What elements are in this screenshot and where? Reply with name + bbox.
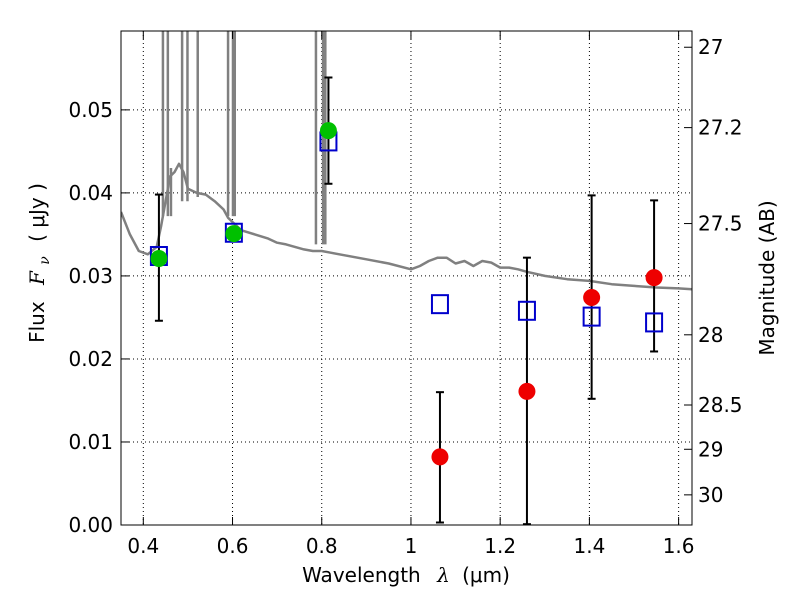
- y-tick-label: 0.02: [68, 347, 113, 371]
- y-axis-label-symbol-sub: ν: [37, 256, 53, 265]
- y-tick-label: 0.00: [68, 513, 113, 537]
- x-tick-label: 0.6: [217, 534, 249, 558]
- x-axis-label-unit: (μm): [462, 563, 510, 587]
- x-tick-label: 1.6: [663, 534, 695, 558]
- y-tick-label: 0.05: [68, 98, 113, 122]
- x-axis-label: Wavelength λ (μm): [302, 563, 510, 587]
- data-circle-marker: [518, 382, 536, 400]
- x-tick-label: 1.4: [573, 534, 605, 558]
- y-tick-label: 0.03: [68, 264, 113, 288]
- data-circle-marker: [150, 249, 168, 267]
- y2-tick-label: 29: [698, 437, 723, 461]
- x-tick-label: 1.2: [484, 534, 516, 558]
- model-square-marker: [430, 294, 449, 315]
- y-axis-label-symbol: F: [25, 270, 49, 286]
- data-circle-marker: [319, 122, 337, 140]
- x-tick-label: 1: [405, 534, 418, 558]
- ticks: 0.4 0.6 0.8 1 1.2 1.4 1.6 0.00 0.01 0.02 0.03 0.04 0…: [68, 31, 743, 558]
- data-circle-marker: [583, 289, 601, 307]
- y2-tick-label: 28: [698, 323, 723, 347]
- y2-axis-label: Magnitude (AB): [755, 200, 779, 355]
- y2-tick-label: 27.2: [698, 116, 743, 140]
- plot-frame: [120, 30, 693, 526]
- y-axis-label-text: Flux: [25, 301, 49, 343]
- y-axis-label: Flux F ν ( μJy ): [25, 183, 54, 343]
- y-axis-label-unit: ( μJy ): [25, 183, 49, 242]
- x-tick-label: 0.8: [306, 534, 338, 558]
- model-square-marker: [582, 306, 601, 327]
- data-circle-marker: [431, 448, 449, 466]
- y-tick-label: 0.01: [68, 430, 113, 454]
- x-axis-label-symbol: λ: [436, 563, 450, 587]
- spectrum-line: [121, 162, 692, 291]
- y2-tick-label: 30: [698, 483, 723, 507]
- y-tick-label: 0.04: [68, 181, 113, 205]
- data-circle-marker: [225, 225, 243, 243]
- x-axis-label-text: Wavelength: [302, 563, 421, 587]
- model-square-marker: [645, 312, 664, 333]
- y2-tick-label: 27.5: [698, 212, 743, 236]
- model-square-marker: [517, 300, 536, 321]
- y2-tick-label: 27: [698, 35, 723, 59]
- data-circle-marker: [645, 269, 663, 287]
- y2-tick-label: 28.5: [698, 393, 743, 417]
- x-tick-label: 0.4: [127, 534, 159, 558]
- plot-area: [121, 31, 692, 525]
